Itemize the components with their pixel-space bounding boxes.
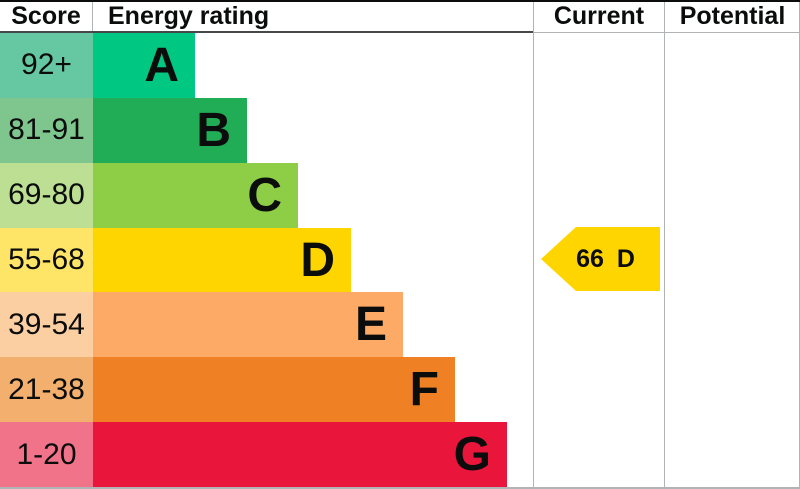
current-rating-indicator: 66 D xyxy=(541,227,660,291)
header-score: Score xyxy=(0,2,93,31)
header-underline-dark xyxy=(0,31,533,33)
band-score-range: 69-80 xyxy=(0,162,93,228)
band-bar-d: D xyxy=(93,227,351,293)
band-score-range: 21-38 xyxy=(0,357,93,423)
band-row-b: 81-91 B xyxy=(0,97,533,163)
band-bar-e: E xyxy=(93,292,403,358)
band-row-a: 92+ A xyxy=(0,33,533,98)
bottom-border xyxy=(0,487,800,489)
band-row-e: 39-54 E xyxy=(0,292,533,358)
current-rating-band: D xyxy=(616,244,635,273)
band-row-f: 21-38 F xyxy=(0,357,533,423)
band-bar-f: F xyxy=(93,357,455,423)
band-score-range: 55-68 xyxy=(0,227,93,293)
header-underline-gray xyxy=(533,32,800,33)
band-score-range: 92+ xyxy=(0,33,93,98)
header-energy-rating: Energy rating xyxy=(108,2,270,30)
band-rows: 92+ A 81-91 B 69-80 C 55-68 D 39-54 E 21… xyxy=(0,33,533,488)
band-bar-b: B xyxy=(93,97,247,163)
left-arrow-icon xyxy=(541,227,660,291)
potential-column-divider xyxy=(664,2,665,487)
header-row: Score Energy rating Current Potential xyxy=(0,2,800,31)
band-row-d: 55-68 D xyxy=(0,227,533,293)
band-bar-a: A xyxy=(93,33,195,98)
band-bar-g: G xyxy=(93,422,507,488)
band-row-g: 1-20 G xyxy=(0,422,533,488)
band-row-c: 69-80 C xyxy=(0,162,533,228)
current-rating-label: 66 D xyxy=(541,227,660,291)
current-rating-value: 66 xyxy=(576,244,604,273)
current-column-divider xyxy=(533,2,534,487)
band-score-range: 81-91 xyxy=(0,97,93,163)
header-current: Current xyxy=(533,2,664,31)
band-bar-c: C xyxy=(93,162,298,228)
arrow-shape xyxy=(541,227,660,291)
header-potential: Potential xyxy=(664,2,800,31)
band-score-range: 1-20 xyxy=(0,422,93,488)
band-score-range: 39-54 xyxy=(0,292,93,358)
